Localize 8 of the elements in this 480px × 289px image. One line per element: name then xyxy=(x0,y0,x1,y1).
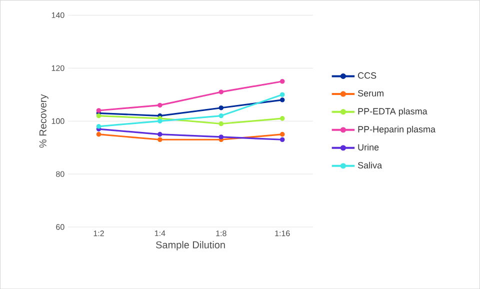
legend-label: Serum xyxy=(358,90,384,96)
y-axis-title: % Recovery xyxy=(39,94,48,148)
legend-label: PP-EDTA plasma xyxy=(358,108,428,116)
legend-label: PP-Heparin plasma xyxy=(358,126,436,134)
legend-label: Saliva xyxy=(358,162,382,168)
x-axis-title: Sample Dilution xyxy=(156,240,225,250)
legend-label: CCS xyxy=(358,72,376,79)
legend-label: Urine xyxy=(358,144,379,150)
